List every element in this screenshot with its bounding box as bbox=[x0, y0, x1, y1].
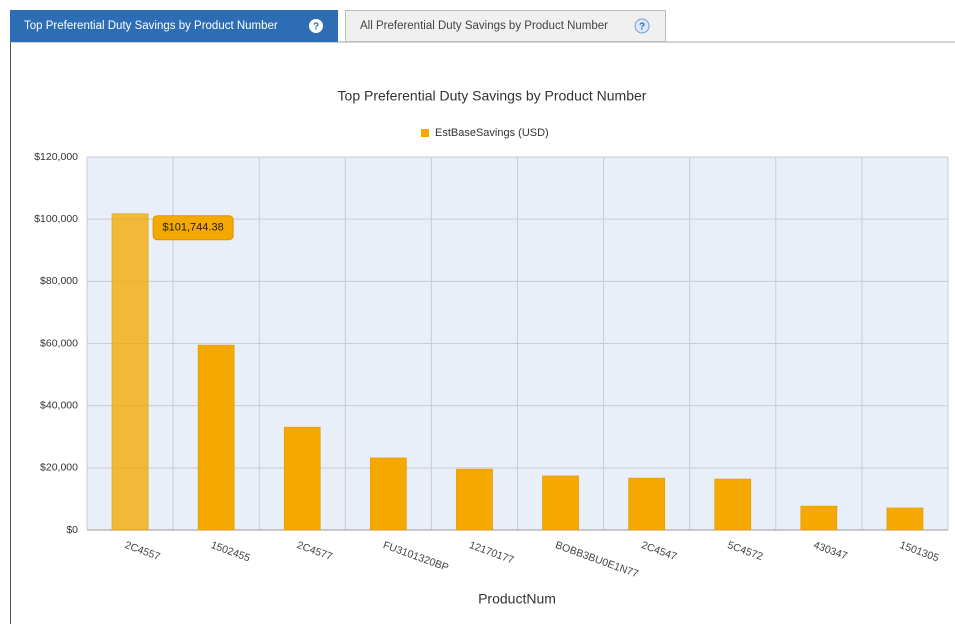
bar bbox=[111, 213, 149, 531]
y-tick-label: $60,000 bbox=[40, 337, 78, 349]
x-axis-label: ProductNum bbox=[478, 591, 556, 607]
bar bbox=[800, 505, 838, 531]
tab-active[interactable] bbox=[10, 10, 338, 42]
help-icon[interactable] bbox=[309, 19, 323, 33]
bar bbox=[197, 344, 235, 531]
y-tick-label: $20,000 bbox=[40, 462, 78, 474]
bar bbox=[456, 468, 493, 531]
tooltip bbox=[152, 215, 234, 241]
help-icon-glyph: ? bbox=[313, 22, 319, 33]
y-tick-label: $0 bbox=[66, 524, 78, 536]
bar bbox=[370, 457, 407, 531]
bar bbox=[542, 475, 579, 531]
bar bbox=[714, 478, 752, 531]
legend-label: EstBaseSavings (USD) bbox=[435, 127, 549, 139]
legend-swatch bbox=[421, 129, 429, 137]
tab-label[interactable]: Top Preferential Duty Savings by Product… bbox=[24, 20, 278, 32]
bar bbox=[283, 426, 321, 531]
y-tick-label: $120,000 bbox=[34, 151, 78, 163]
help-icon[interactable] bbox=[634, 18, 650, 34]
y-tick-label: $80,000 bbox=[40, 275, 78, 287]
bar bbox=[628, 477, 665, 531]
tab-inactive[interactable] bbox=[345, 10, 666, 42]
tab-label[interactable]: All Preferential Duty Savings by Product… bbox=[360, 20, 608, 32]
help-icon-glyph: ? bbox=[639, 22, 645, 33]
bar bbox=[886, 507, 924, 531]
y-tick-label: $40,000 bbox=[40, 399, 78, 411]
tooltip-label: $101,744.38 bbox=[163, 222, 224, 234]
y-tick-label: $100,000 bbox=[34, 213, 78, 225]
chart-title: Top Preferential Duty Savings by Product… bbox=[338, 88, 647, 104]
